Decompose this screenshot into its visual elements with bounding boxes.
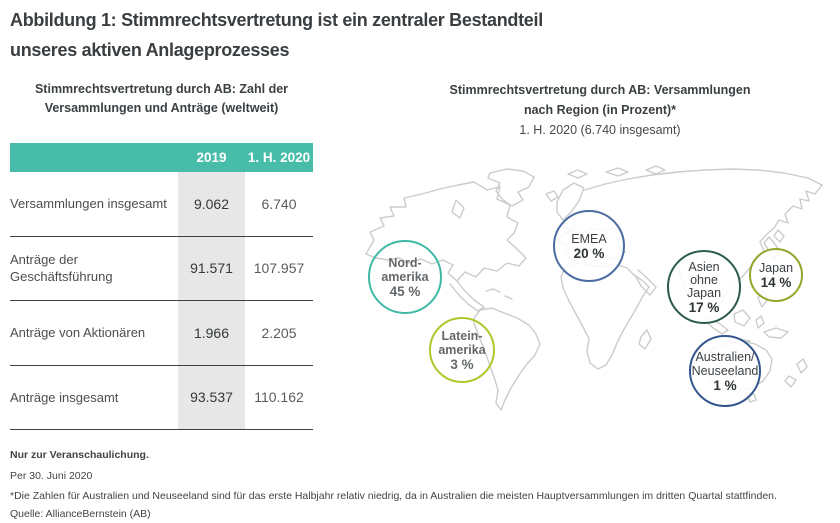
row-value-2019: 93.537	[178, 365, 245, 429]
data-table: 2019 1. H. 2020 Versammlungen insgesamt …	[10, 143, 313, 430]
region-percent: 17 %	[688, 299, 720, 315]
map-subtitle-line2: nach Region (in Prozent)*	[523, 103, 677, 117]
region-bubble-australien-neuseeland: Australien/ Neuseeland 1 %	[689, 335, 761, 407]
region-bubble-lateinamerika: Latein- amerika 3 %	[429, 317, 495, 383]
region-percent: 3 %	[450, 356, 474, 372]
row-value-1h2020: 2.205	[261, 324, 297, 341]
region-bubble-nordamerika: Nord- amerika 45 %	[368, 240, 442, 314]
row-value-1h2020: 6.740	[261, 195, 297, 212]
region-percent: 45 %	[389, 283, 421, 299]
region-name: Latein- amerika	[438, 328, 486, 357]
region-name: Asien ohne Japan	[686, 259, 722, 300]
table-header-1h2020: 1. H. 2020	[247, 150, 311, 165]
region-bubble-emea: EMEA 20 %	[553, 210, 625, 282]
map-subtitle: Stimmrechtsvertretung durch AB: Versamml…	[360, 80, 840, 140]
region-bubble-asien-ohne-japan: Asien ohne Japan 17 %	[667, 250, 741, 324]
region-name: EMEA	[571, 231, 607, 246]
figure-title: Abbildung 1: Stimmrechtsvertretung ist e…	[10, 10, 543, 60]
footnote-source: Quelle: AllianceBernstein (AB)	[10, 508, 151, 520]
footnote-australia-note: *Die Zahlen für Australien und Neuseelan…	[10, 490, 777, 502]
table-row: Anträge der Geschäftsführung 91.571 107.…	[10, 236, 313, 301]
footnote-disclaimer: Nur zur Veranschaulichung.	[10, 449, 149, 461]
table-row: Anträge von Aktionären 1.966 2.205	[10, 301, 313, 366]
region-name: Nord- amerika	[381, 255, 429, 284]
row-value-2019: 1.966	[178, 301, 245, 365]
region-name: Australien/ Neuseeland	[691, 349, 759, 378]
row-label: Anträge der Geschäftsführung	[10, 252, 113, 285]
table-subtitle: Stimmrechtsvertretung durch AB: Zahl der…	[34, 82, 289, 115]
map-subtitle-line1: Stimmrechtsvertretung durch AB: Versamml…	[449, 83, 751, 97]
row-value-1h2020: 110.162	[254, 389, 304, 406]
row-label: Anträge von Aktionären	[10, 325, 146, 341]
table-row: Anträge insgesamt 93.537 110.162	[10, 365, 313, 430]
row-value-2019: 9.062	[178, 172, 245, 236]
table-header-row: 2019 1. H. 2020	[10, 143, 313, 172]
region-bubble-japan: Japan 14 %	[749, 248, 803, 302]
region-percent: 20 %	[573, 245, 605, 261]
region-percent: 1 %	[713, 377, 737, 393]
footnote-asof-date: Per 30. Juni 2020	[10, 470, 93, 482]
table-header-2019: 2019	[196, 150, 227, 165]
region-name: Japan	[758, 260, 794, 275]
row-value-2019: 91.571	[178, 236, 245, 300]
map-subtitle-line3: 1. H. 2020 (6.740 insgesamt)	[519, 123, 681, 137]
row-label: Anträge insgesamt	[10, 389, 119, 405]
region-percent: 14 %	[760, 274, 792, 290]
row-value-1h2020: 107.957	[253, 260, 305, 277]
row-label: Versammlungen insgesamt	[10, 196, 167, 212]
table-row: Versammlungen insgesamt 9.062 6.740	[10, 172, 313, 237]
